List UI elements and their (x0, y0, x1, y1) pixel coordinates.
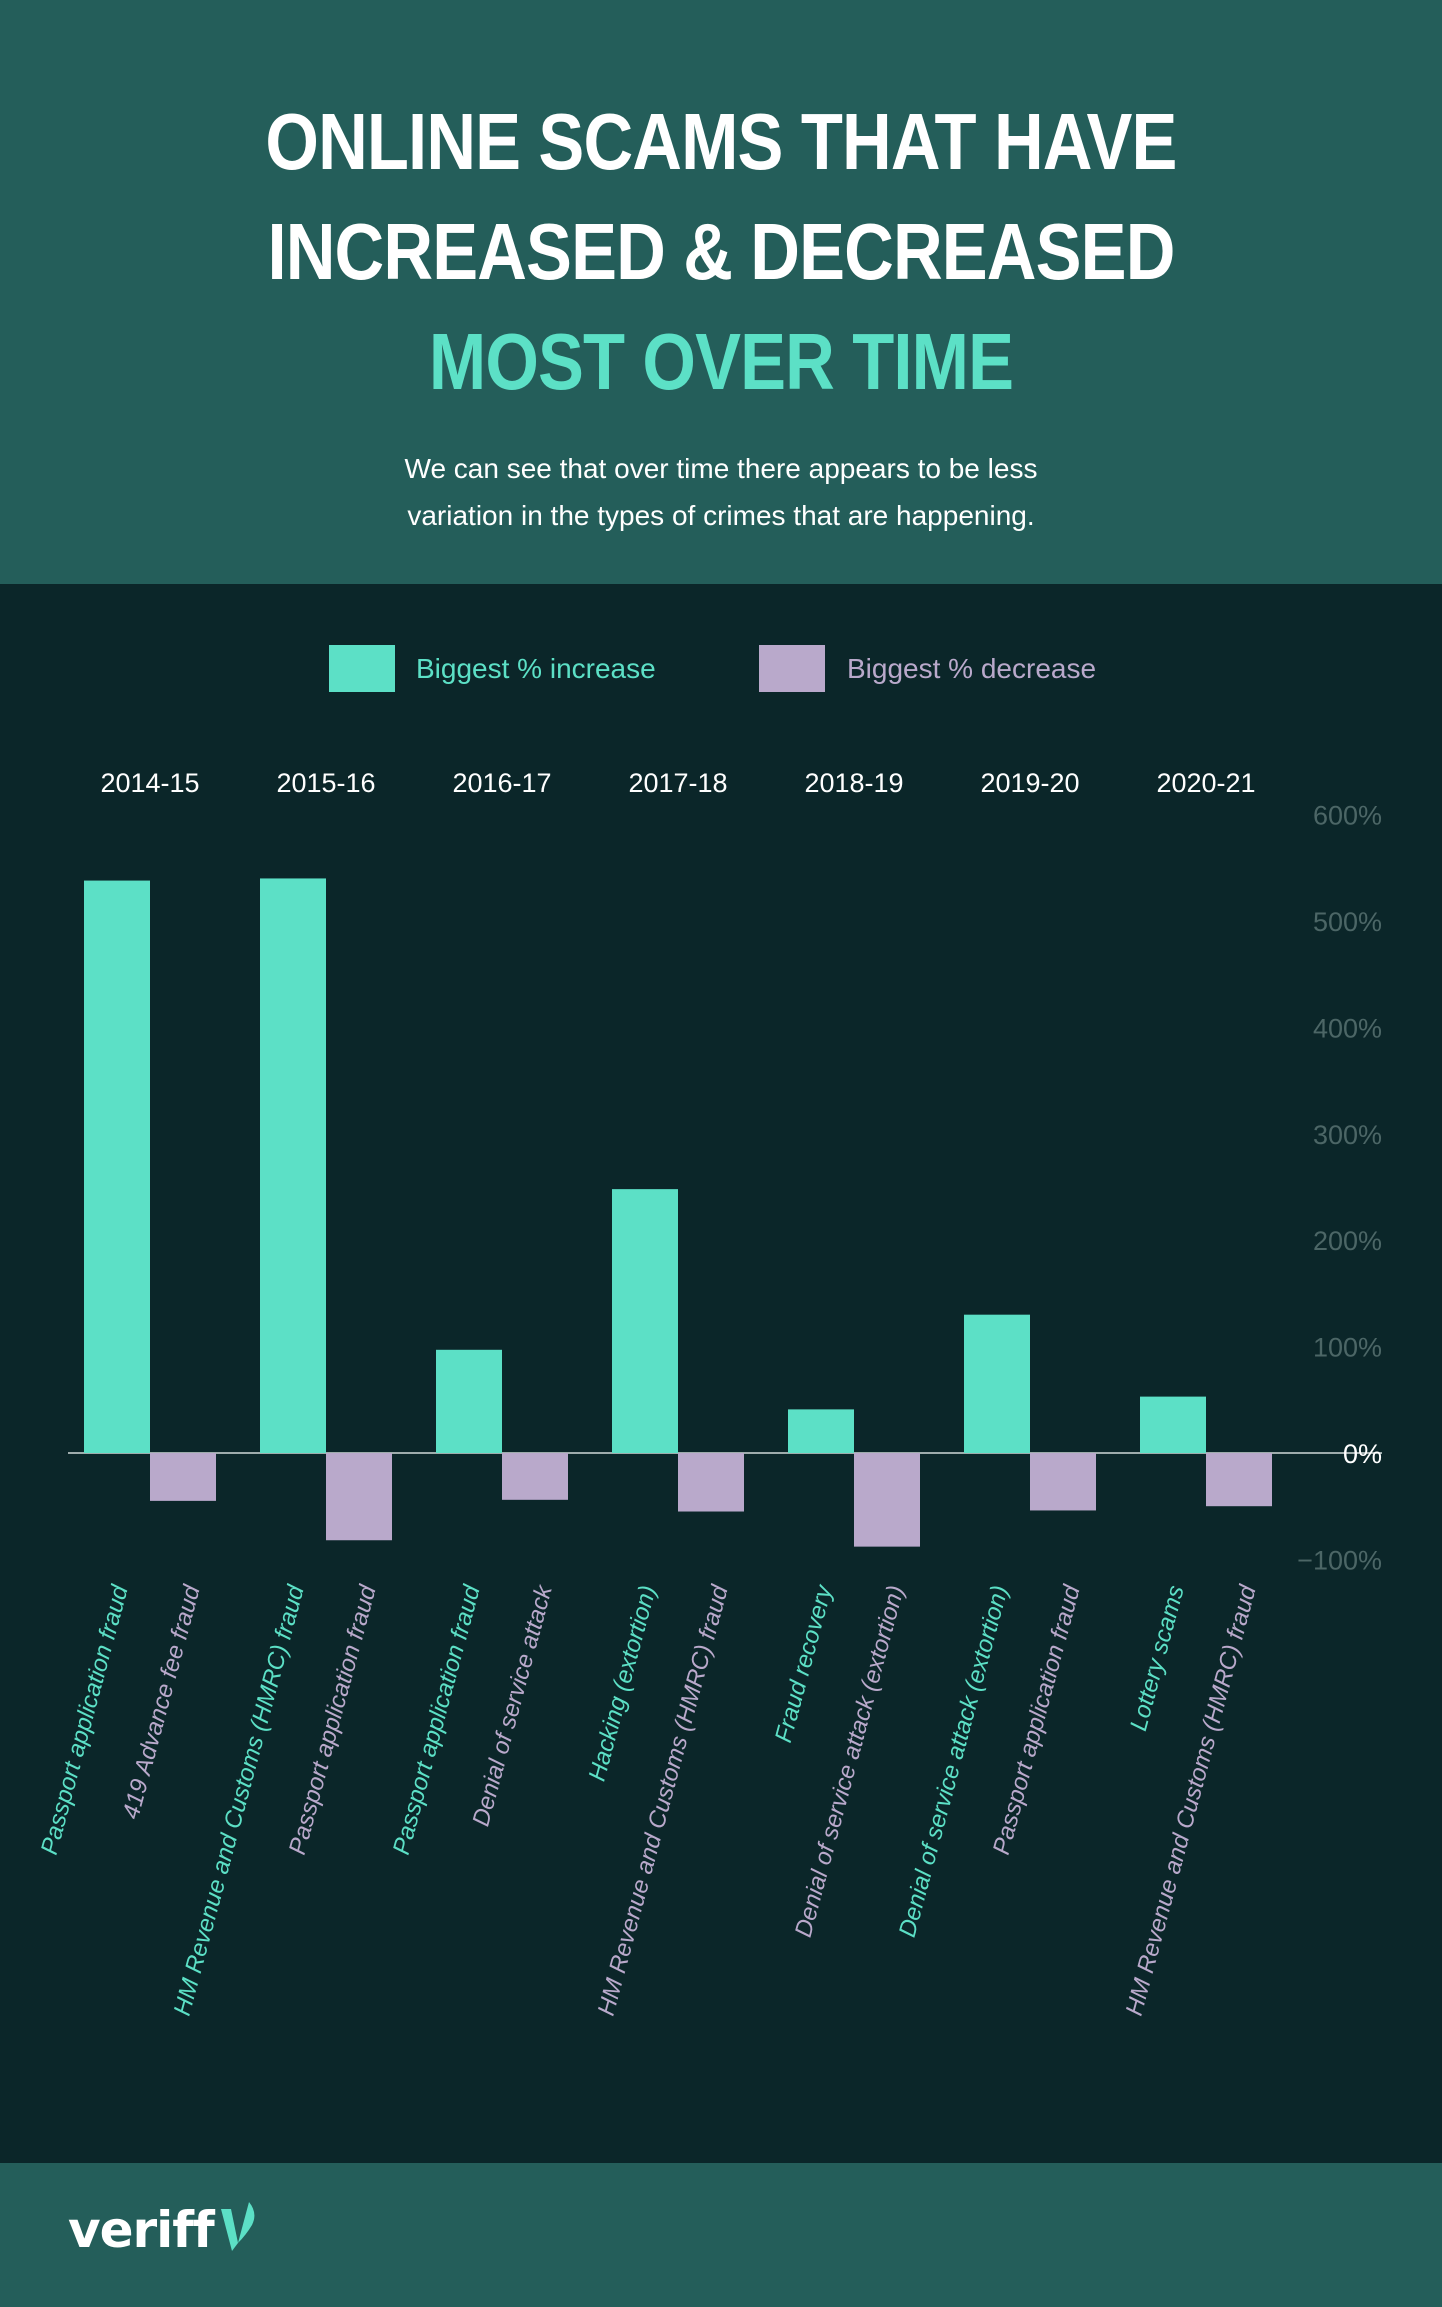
y-tick-label: 400% (1313, 1013, 1382, 1043)
bar-decrease (854, 1453, 920, 1547)
y-tick-label: 500% (1313, 907, 1382, 937)
chart-area: Biggest % increase Biggest % decrease 60… (0, 584, 1442, 2163)
category-label: 2019-20 (980, 768, 1079, 798)
increase-scam-label: Hacking (extortion) (584, 1583, 662, 1785)
legend-increase-label: Biggest % increase (416, 653, 656, 684)
bar-increase (612, 1189, 678, 1453)
header: ONLINE SCAMS THAT HAVE INCREASED & DECRE… (0, 0, 1442, 584)
decrease-scam-label: 419 Advance fee fraud (117, 1582, 206, 1822)
y-tick-label: 200% (1313, 1226, 1382, 1256)
bar-decrease (678, 1453, 744, 1512)
increase-scam-label: Fraud recovery (770, 1581, 838, 1746)
bar-chart: Biggest % increase Biggest % decrease 60… (36, 645, 1382, 2019)
increase-scam-label: Denial of service attack (extortion) (894, 1583, 1014, 1940)
category-label: 2018-19 (804, 768, 903, 798)
legend-decrease-label: Biggest % decrease (847, 653, 1096, 684)
bar-decrease (1030, 1453, 1096, 1511)
subtitle-line-1: We can see that over time there appears … (404, 453, 1038, 484)
bar-decrease (326, 1453, 392, 1541)
bar-increase (964, 1314, 1030, 1453)
bar-increase (1140, 1396, 1206, 1453)
category-label: 2016-17 (452, 768, 551, 798)
title-line-2: INCREASED & DECREASED (267, 207, 1175, 296)
increase-scam-label: Lottery scams (1125, 1583, 1190, 1734)
bar-increase (788, 1409, 854, 1453)
bar-increase (436, 1349, 502, 1453)
bar-decrease (150, 1453, 216, 1501)
bar-decrease (502, 1453, 568, 1500)
decrease-scam-label: HM Revenue and Customs (HMRC) fraud (593, 1582, 734, 2019)
decrease-scam-label: HM Revenue and Customs (HMRC) fraud (1121, 1582, 1262, 2019)
bar-increase (84, 880, 150, 1453)
y-tick-label: 100% (1313, 1333, 1382, 1363)
category-label: 2015-16 (276, 768, 375, 798)
subtitle-line-2: variation in the types of crimes that ar… (407, 500, 1035, 531)
y-tick-label: 600% (1313, 801, 1382, 831)
title-line-1: ONLINE SCAMS THAT HAVE (265, 97, 1177, 186)
category-label: 2020-21 (1156, 768, 1255, 798)
bar-decrease (1206, 1453, 1272, 1507)
y-tick-label: 300% (1313, 1120, 1382, 1150)
decrease-scam-label: Denial of service attack (468, 1581, 559, 1830)
title-line-3: MOST OVER TIME (428, 317, 1014, 406)
veriff-logo: veriff (68, 2201, 215, 2259)
veriff-mark-icon (221, 2202, 255, 2251)
bar-increase (260, 878, 326, 1453)
footer: veriff (0, 2163, 1442, 2307)
y-tick-label: −100% (1297, 1545, 1382, 1575)
category-label: 2014-15 (100, 768, 199, 798)
legend-increase-swatch (329, 645, 395, 692)
y-tick-label: 0% (1343, 1439, 1382, 1469)
category-label: 2017-18 (628, 768, 727, 798)
legend-decrease-swatch (759, 645, 825, 692)
